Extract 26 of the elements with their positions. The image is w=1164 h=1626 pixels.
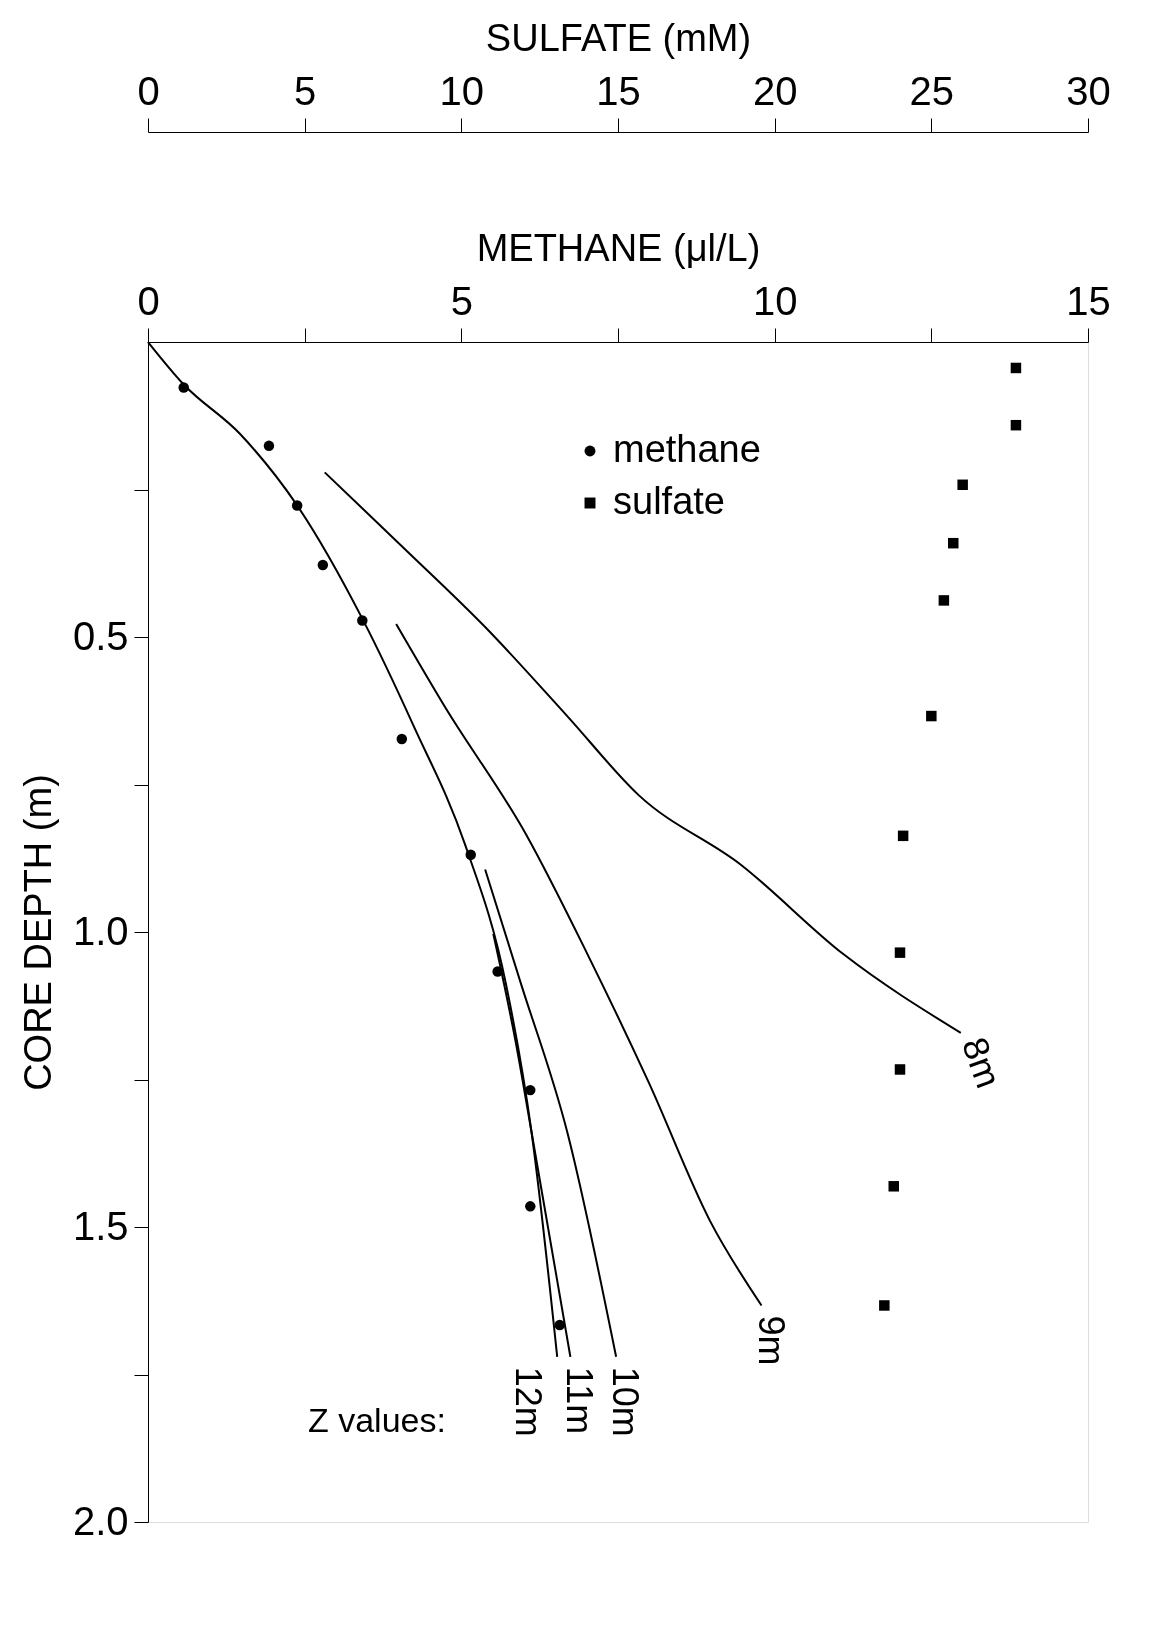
x-tick-label: 5: [450, 278, 473, 323]
text: 9m: [750, 1315, 792, 1366]
x2-tick-label: 20: [752, 68, 798, 113]
y-tick-label: 0.5: [72, 613, 129, 658]
x2-tick-label: 10: [439, 68, 485, 113]
text: 8m: [953, 1032, 1010, 1094]
text: 12m: [508, 1366, 550, 1437]
legend-label: methane: [613, 428, 761, 470]
x2-tick-label: 0: [137, 68, 160, 113]
y-tick-label: 1.0: [72, 908, 129, 953]
text: 10m: [605, 1366, 647, 1437]
y-tick-label: 1.5: [72, 1203, 129, 1248]
y-tick-label: 2.0: [72, 1498, 129, 1543]
legend-label: sulfate: [613, 480, 725, 522]
x-axis-title: METHANE (μl/L): [476, 226, 761, 269]
x2-tick-label: 15: [596, 68, 641, 113]
x2-tick-label: 30: [1066, 68, 1111, 113]
y-axis-title: CORE DEPTH (m): [16, 774, 59, 1091]
x-tick-label: 10: [752, 278, 798, 323]
x2-tick-label: 25: [909, 68, 955, 113]
x2-axis-title: SULFATE (mM): [485, 16, 752, 59]
x2-tick-label: 5: [294, 68, 317, 113]
text: 11m: [559, 1366, 601, 1435]
x-tick-label: 15: [1066, 278, 1111, 323]
annotation: Z values:: [308, 1401, 446, 1439]
x-tick-label: 0: [137, 278, 160, 323]
